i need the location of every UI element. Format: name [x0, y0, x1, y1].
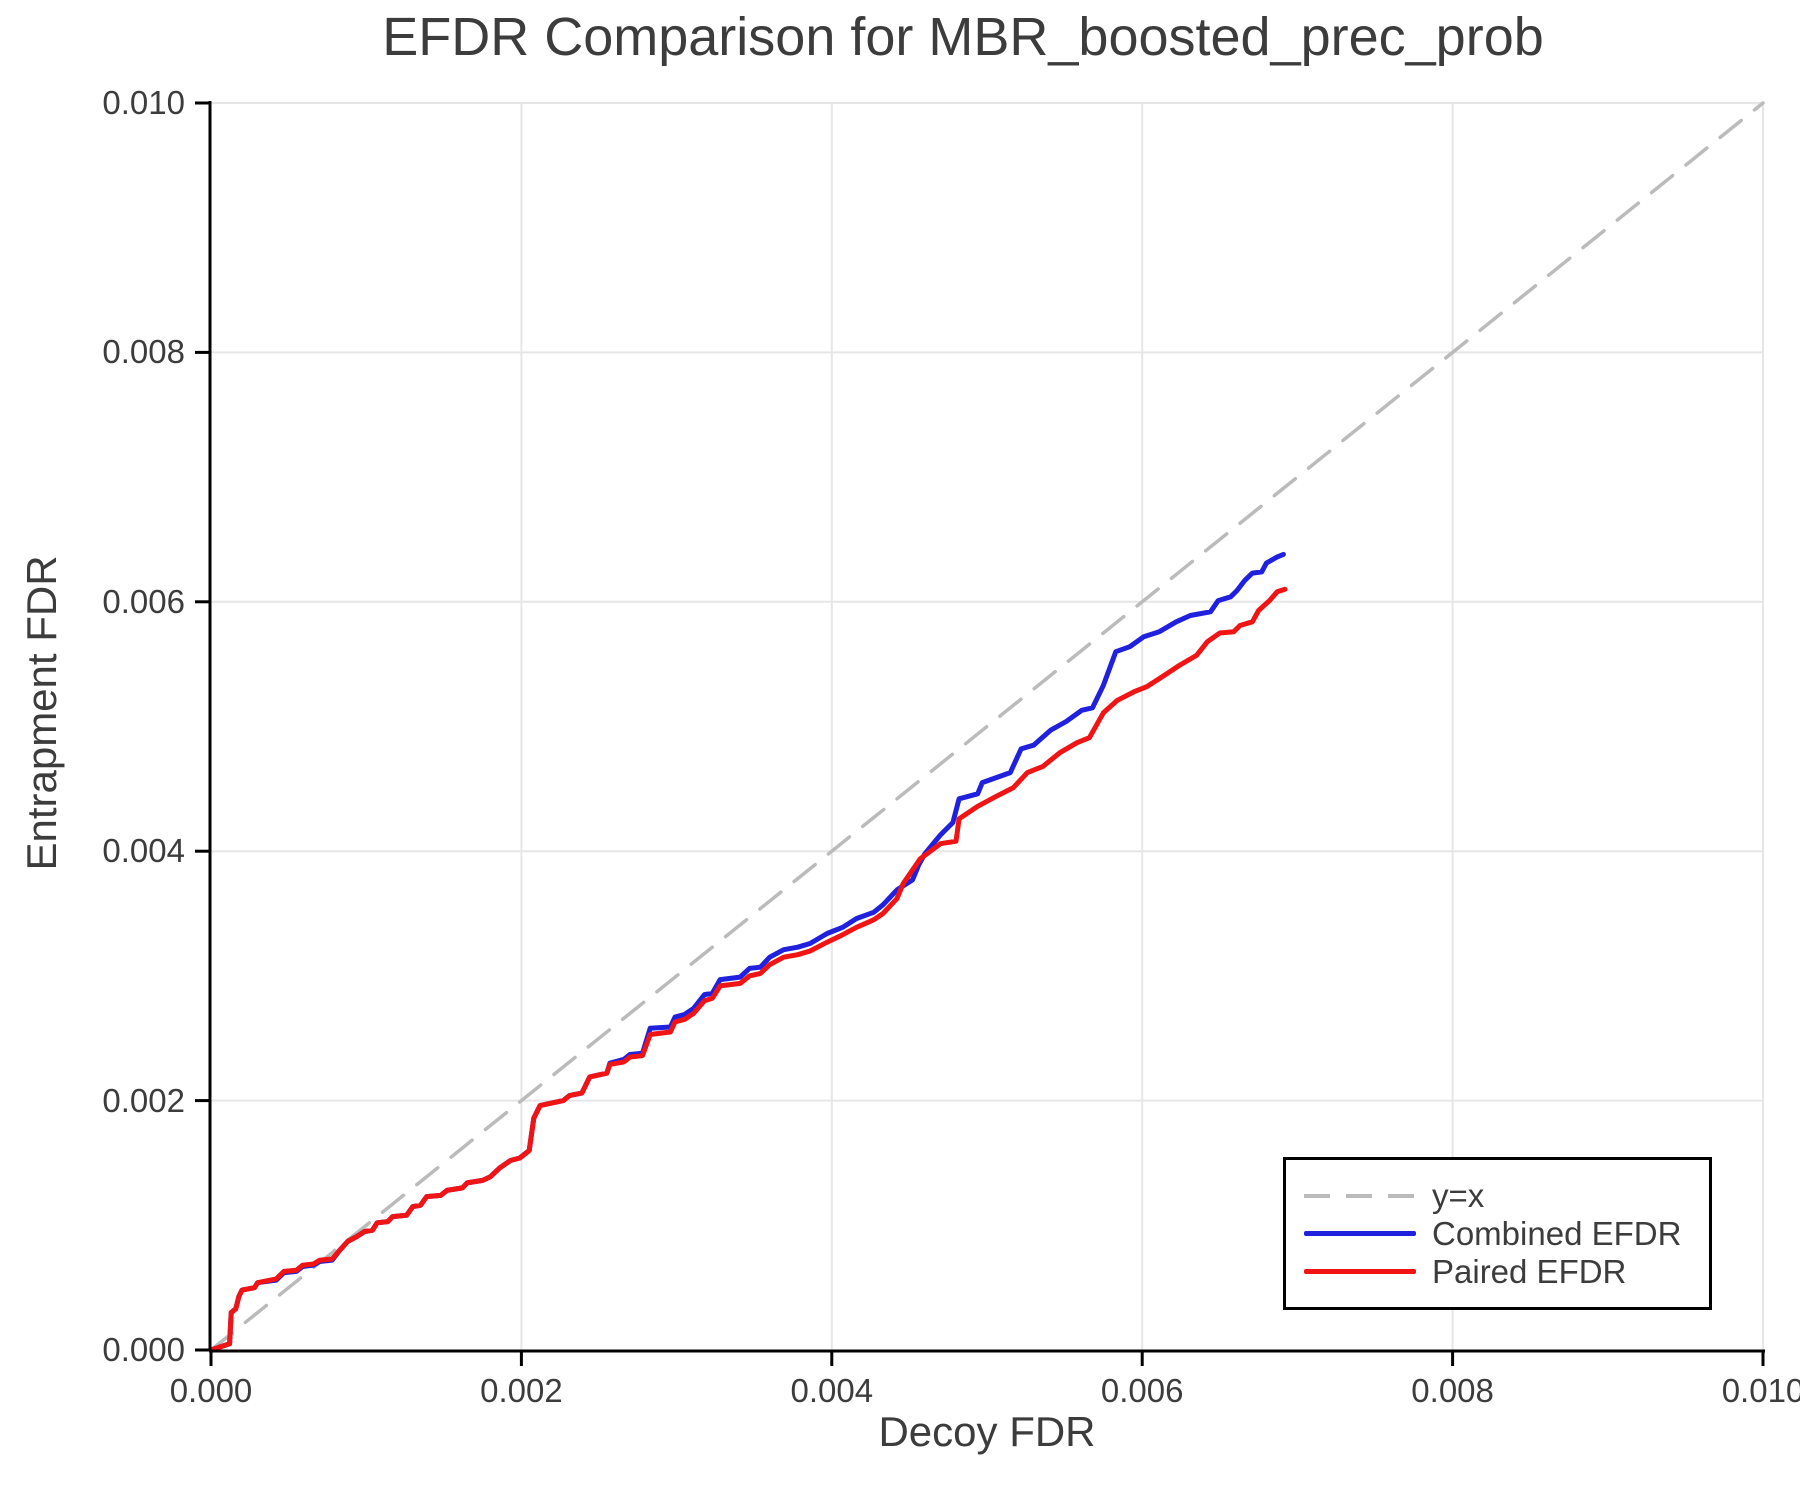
legend-label-paired-efdr: Paired EFDR: [1432, 1252, 1627, 1290]
legend-label-combined-efdr: Combined EFDR: [1432, 1214, 1682, 1252]
x-tick-label: 0.008: [1411, 1372, 1494, 1409]
x-tick-label: 0.002: [480, 1372, 563, 1409]
x-tick-label: 0.010: [1721, 1372, 1800, 1409]
series-line-0: [209, 101, 1765, 1352]
legend-row-paired-efdr: Paired EFDR: [1304, 1253, 1709, 1291]
legend-label-yx: y=x: [1432, 1176, 1485, 1214]
y-tick-label: 0.010: [102, 84, 185, 121]
y-tick-label: 0.002: [102, 1081, 185, 1119]
x-tick-label: 0.004: [790, 1372, 874, 1409]
legend-row-combined-efdr: Combined EFDR: [1304, 1215, 1709, 1253]
y-tick-label: 0.004: [102, 832, 185, 870]
x-tick-label: 0.006: [1100, 1372, 1184, 1409]
dashed-line-sample-icon: [1304, 1193, 1416, 1198]
legend: y=x Combined EFDR Paired EFDR: [1283, 1157, 1712, 1310]
y-tick-label: 0.008: [102, 333, 185, 371]
x-axis-title: Decoy FDR: [878, 1408, 1096, 1455]
y-tick-label: 0.006: [102, 582, 185, 620]
red-line-sample-icon: [1304, 1269, 1416, 1274]
x-tick-label: 0.000: [169, 1372, 253, 1409]
legend-row-yx: y=x: [1304, 1177, 1709, 1215]
y-tick-label: 0.000: [102, 1331, 185, 1368]
chart-title: EFDR Comparison for MBR_boosted_prec_pro…: [382, 7, 1544, 67]
series-line-2: [208, 586, 1288, 1353]
blue-line-sample-icon: [1304, 1231, 1416, 1236]
